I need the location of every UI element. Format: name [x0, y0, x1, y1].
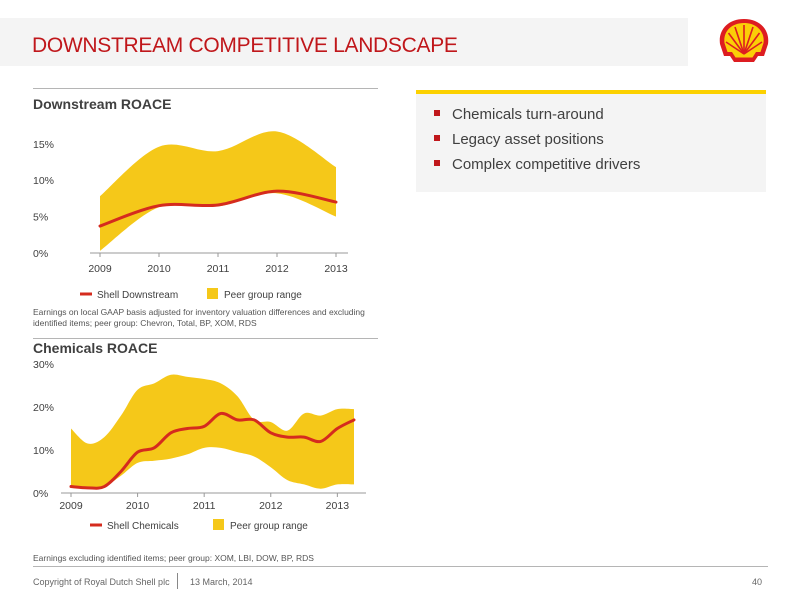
x-tick-label: 2012	[265, 263, 289, 275]
key-points-box: Chemicals turn-around Legacy asset posit…	[416, 90, 766, 192]
legend-range-label: Peer group range	[224, 290, 302, 301]
y-tick-label: 10%	[33, 445, 54, 457]
legend-line-label: Shell Chemicals	[107, 521, 179, 532]
title-band	[0, 18, 688, 66]
x-tick-label: 2010	[126, 500, 150, 512]
bullet-text: Complex competitive drivers	[452, 156, 641, 173]
y-tick-label: 20%	[33, 402, 54, 414]
chemicals-top-rule	[33, 338, 378, 339]
x-tick-label: 2012	[259, 500, 283, 512]
y-tick-label: 15%	[33, 139, 54, 151]
downstream-top-rule	[33, 88, 378, 89]
bullet-marker	[434, 110, 440, 117]
x-tick-label: 2011	[193, 500, 216, 512]
peer-group-range-area	[100, 131, 336, 251]
shell-pecten-logo	[719, 19, 769, 62]
y-tick-label: 5%	[33, 212, 48, 224]
downstream-chart-title: Downstream ROACE	[33, 96, 172, 112]
bullet-marker	[434, 135, 440, 142]
downstream-footnote: Earnings on local GAAP basis adjusted fo…	[33, 307, 365, 328]
page-number: 40	[752, 577, 763, 587]
footer-date: 13 March, 2014	[190, 577, 253, 587]
shell-line	[98, 189, 338, 228]
legend-range-swatch	[213, 519, 224, 530]
bullet-item: Legacy asset positions	[434, 131, 604, 148]
peer-group-range-area	[71, 374, 354, 489]
y-tick-label: 30%	[33, 359, 54, 371]
x-tick-label: 2013	[326, 500, 350, 512]
legend-range-label: Peer group range	[230, 521, 308, 532]
footer-rule	[33, 566, 768, 567]
bullet-item: Chemicals turn-around	[434, 106, 604, 123]
bullet-text: Chemicals turn-around	[452, 106, 604, 123]
x-tick-label: 2010	[147, 263, 171, 275]
page-title: DOWNSTREAM COMPETITIVE LANDSCAPE	[32, 34, 458, 57]
x-tick-label: 2013	[324, 263, 348, 275]
bullet-marker	[434, 160, 440, 167]
downstream-roace-chart: 0% 5% 10% 15% 2009 2010 2011 2012 2013 Shell Down…	[33, 131, 348, 301]
chemicals-chart-title: Chemicals ROACE	[33, 340, 158, 356]
shell-line	[69, 411, 356, 490]
legend-line-label: Shell Downstream	[97, 290, 178, 301]
bullet-text: Legacy asset positions	[452, 131, 604, 148]
x-tick-label: 2009	[59, 500, 83, 512]
y-tick-label: 0%	[33, 248, 48, 260]
footer-separator	[177, 573, 178, 589]
legend-range-swatch	[207, 288, 218, 299]
bullet-item: Complex competitive drivers	[434, 156, 640, 173]
y-tick-label: 0%	[33, 488, 48, 500]
chemicals-footnote: Earnings excluding identified items; pee…	[33, 553, 314, 563]
x-tick-label: 2011	[207, 263, 230, 275]
y-tick-label: 10%	[33, 175, 54, 187]
x-tick-label: 2009	[88, 263, 112, 275]
footer-copyright: Copyright of Royal Dutch Shell plc	[33, 577, 170, 587]
chemicals-roace-chart: 0% 10% 20% 30% 2009 2010 2011 2012 2013 Shell Che…	[33, 359, 366, 532]
